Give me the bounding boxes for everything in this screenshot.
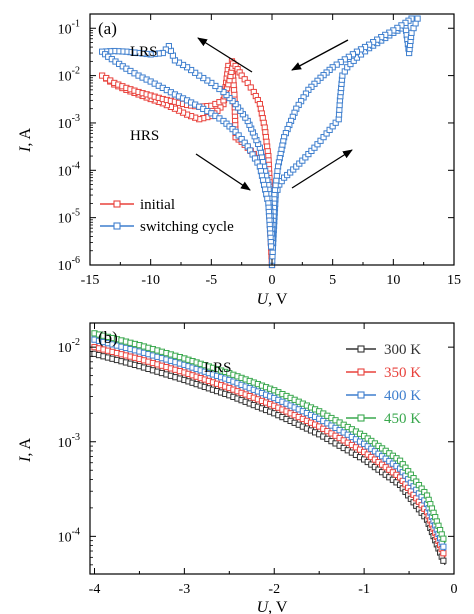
series-400-k — [91, 336, 447, 552]
panel-b-ylabel: I, A — [17, 438, 34, 463]
y-tick-label: 10-1 — [58, 18, 80, 37]
panel-a-legend: initial switching cycle — [100, 197, 234, 235]
panel-a-annotation-lrs: LRS — [130, 44, 158, 60]
x-tick-label: -10 — [141, 273, 160, 288]
panel-b-annotation-lrs: LRS — [204, 360, 232, 376]
arrow-up-right — [291, 149, 353, 189]
panel-b-legend: 300 K 350 K 400 K 450 K — [346, 342, 421, 427]
x-tick-label: -2 — [268, 582, 280, 597]
arrow-up-left — [197, 37, 253, 73]
legend-item-350-k: 350 K — [346, 365, 421, 381]
legend-item-initial: initial — [100, 197, 175, 213]
panel-a-xlabel: U, V — [257, 291, 288, 308]
data-point — [440, 543, 447, 550]
series-line — [94, 353, 446, 566]
panel-a-label: (a) — [98, 19, 117, 38]
x-tick-label: -1 — [358, 582, 370, 597]
sweep-arrows — [195, 37, 353, 191]
y-tick-label: 10-2 — [58, 337, 80, 356]
data-point — [353, 54, 361, 61]
y-tick-label: 10-3 — [58, 113, 80, 132]
legend-label: 400 K — [384, 388, 421, 404]
y-tick-label: 10-5 — [58, 208, 80, 227]
arrow-down-left — [291, 39, 349, 71]
y-tick-label: 10-3 — [58, 432, 80, 451]
legend-item-switching: switching cycle — [100, 219, 234, 235]
legend-label: 350 K — [384, 365, 421, 381]
panel-a-ylabel: I, A — [17, 128, 34, 153]
y-tick-label: 10-4 — [58, 160, 80, 179]
data-point — [347, 60, 354, 68]
panel-a-annotation-hrs: HRS — [130, 128, 159, 144]
data-point — [440, 535, 447, 542]
legend-marker-initial — [113, 200, 121, 208]
panel-b-label: (b) — [98, 328, 118, 347]
x-tick-label: -5 — [205, 273, 217, 288]
y-tick-label: 10-4 — [58, 526, 80, 545]
x-tick-label: -4 — [89, 582, 101, 597]
legend-marker — [357, 368, 365, 376]
series-initial — [99, 58, 276, 269]
arrow-down-right — [195, 153, 251, 191]
x-tick-label: -3 — [179, 582, 191, 597]
series-450-k — [91, 330, 447, 544]
data-point — [350, 57, 357, 64]
legend-marker — [357, 414, 365, 422]
legend-label: 450 K — [384, 411, 421, 427]
x-tick-label: 5 — [329, 273, 336, 288]
data-point — [414, 15, 421, 22]
legend-item-300-k: 300 K — [346, 342, 421, 358]
legend-label: 300 K — [384, 342, 421, 358]
legend-marker — [357, 345, 365, 353]
panel-b: -4 -3 -2 -1 0 10-4 10-3 10-2 (b) LRS 300 K 350 K… — [17, 322, 458, 614]
data-point — [268, 243, 275, 250]
x-tick-label: 15 — [447, 273, 461, 288]
legend-label-switching: switching cycle — [140, 219, 234, 235]
panel-a: -15 -10 -5 0 5 10 15 10-6 10-5 10-4 10-3 10-2 10-1 (… — [17, 13, 461, 308]
x-tick-label: 10 — [386, 273, 400, 288]
legend-item-400-k: 400 K — [346, 388, 421, 404]
legend-marker-switching — [113, 222, 121, 230]
x-tick-label: 0 — [269, 273, 276, 288]
x-tick-label: -15 — [81, 273, 100, 288]
panel-b-xlabel: U, V — [257, 599, 288, 614]
x-tick-label: 0 — [451, 582, 458, 597]
data-point — [344, 64, 351, 71]
legend-item-450-k: 450 K — [346, 411, 421, 427]
data-point — [440, 550, 447, 557]
y-tick-label: 10-2 — [58, 66, 80, 85]
series-300-k — [91, 350, 447, 566]
series-switching-cycle — [99, 15, 421, 269]
y-tick-label: 10-6 — [58, 255, 80, 274]
panel-b-frame — [89, 322, 455, 575]
legend-marker — [357, 391, 365, 399]
data-point — [440, 557, 447, 564]
legend-label-initial: initial — [140, 197, 175, 213]
